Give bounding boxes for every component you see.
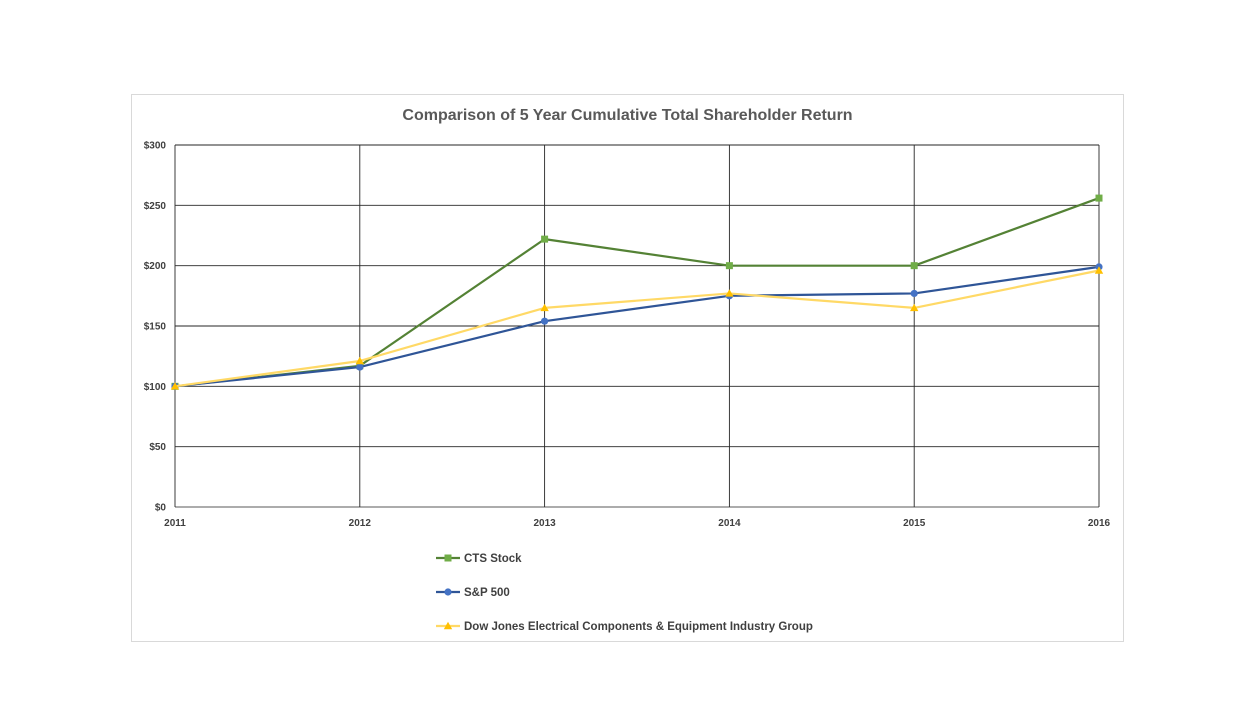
x-tick-label: 2016	[1088, 518, 1111, 529]
legend-swatch-marker	[443, 621, 453, 630]
legend-swatch-marker	[444, 554, 452, 562]
y-tick-label: $0	[155, 503, 167, 514]
chart-frame: Comparison of 5 Year Cumulative Total Sh…	[131, 94, 1124, 642]
x-tick-label: 2015	[903, 518, 926, 529]
data-point-series-1	[1095, 194, 1103, 202]
line-chart: $0 $50 $100 $150 $200 $250 $300 2011 2012 2013 201…	[144, 141, 1111, 634]
legend-label: S&P 500	[464, 587, 510, 599]
data-point-series-1	[910, 262, 918, 270]
data-point-series-3	[725, 289, 734, 297]
data-point-series-3	[170, 382, 180, 390]
y-tick-label: $250	[144, 201, 167, 212]
legend-swatch-marker	[444, 588, 452, 596]
legend-label: CTS Stock	[464, 553, 522, 565]
y-tick-label: $300	[144, 141, 167, 152]
data-point-series-2	[910, 289, 918, 298]
legend-label: Dow Jones Electrical Components & Equipm…	[464, 621, 813, 633]
series-line-2	[173, 265, 1101, 388]
x-tick-label: 2014	[718, 518, 741, 529]
y-tick-label: $200	[144, 261, 167, 272]
series-line-3	[173, 269, 1101, 388]
data-point-series-2	[356, 363, 364, 371]
x-tick-label: 2011	[164, 518, 186, 529]
chart-title: Comparison of 5 Year Cumulative Total Sh…	[402, 107, 853, 124]
data-point-series-3	[1094, 266, 1104, 274]
data-point-series-3	[540, 303, 549, 312]
series-line-1	[173, 196, 1101, 388]
data-point-series-3	[355, 356, 364, 365]
y-tick-label: $50	[149, 442, 166, 453]
x-tick-label: 2012	[349, 518, 372, 529]
data-point-series-3	[910, 303, 919, 312]
y-tick-label: $150	[144, 322, 167, 333]
data-point-series-1	[541, 235, 549, 243]
x-tick-label: 2013	[533, 518, 556, 529]
y-tick-label: $100	[144, 382, 167, 393]
data-point-series-1	[725, 262, 733, 270]
data-point-series-2	[541, 317, 549, 325]
